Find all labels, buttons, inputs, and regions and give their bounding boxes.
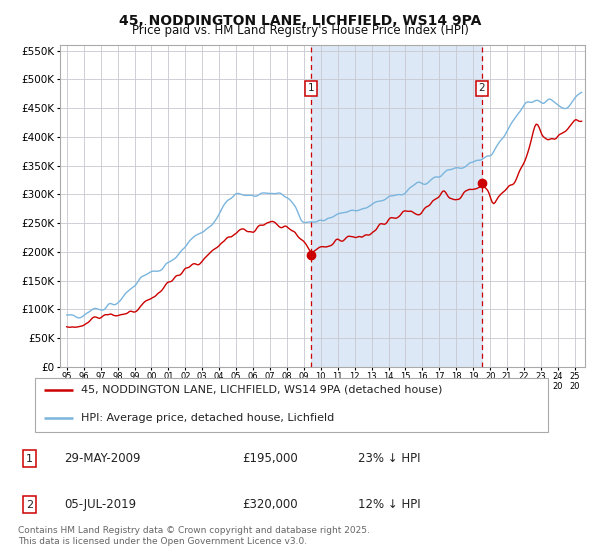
Text: 2: 2 [26, 500, 33, 510]
Text: £320,000: £320,000 [242, 498, 298, 511]
Text: 1: 1 [26, 454, 33, 464]
Text: 45, NODDINGTON LANE, LICHFIELD, WS14 9PA (detached house): 45, NODDINGTON LANE, LICHFIELD, WS14 9PA… [82, 385, 443, 395]
Text: 23% ↓ HPI: 23% ↓ HPI [358, 452, 420, 465]
Text: 45, NODDINGTON LANE, LICHFIELD, WS14 9PA: 45, NODDINGTON LANE, LICHFIELD, WS14 9PA [119, 14, 481, 28]
Text: Price paid vs. HM Land Registry's House Price Index (HPI): Price paid vs. HM Land Registry's House … [131, 24, 469, 37]
Text: 1: 1 [308, 83, 314, 94]
Text: £195,000: £195,000 [242, 452, 298, 465]
Text: 29-MAY-2009: 29-MAY-2009 [64, 452, 140, 465]
Text: Contains HM Land Registry data © Crown copyright and database right 2025.
This d: Contains HM Land Registry data © Crown c… [18, 526, 370, 546]
Text: 2: 2 [479, 83, 485, 94]
Text: 05-JUL-2019: 05-JUL-2019 [64, 498, 136, 511]
Text: HPI: Average price, detached house, Lichfield: HPI: Average price, detached house, Lich… [82, 413, 335, 423]
FancyBboxPatch shape [35, 377, 548, 432]
Text: 12% ↓ HPI: 12% ↓ HPI [358, 498, 420, 511]
Bar [311, 45, 482, 367]
